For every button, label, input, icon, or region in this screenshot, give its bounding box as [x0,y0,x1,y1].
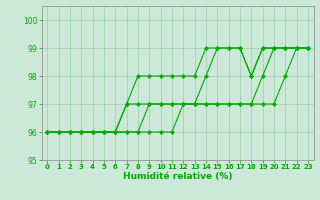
X-axis label: Humidité relative (%): Humidité relative (%) [123,172,232,181]
